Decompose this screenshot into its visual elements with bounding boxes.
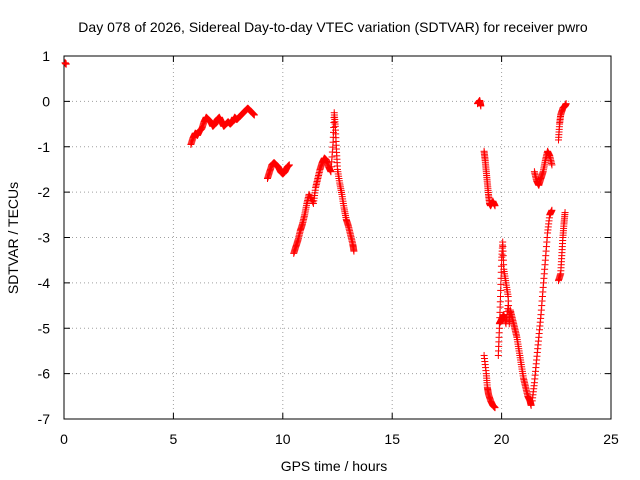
data-point-marker bbox=[477, 102, 485, 110]
data-point-marker bbox=[548, 161, 556, 169]
data-point-marker bbox=[309, 198, 317, 206]
grid-lines bbox=[64, 56, 611, 419]
y-tick-label: 1 bbox=[42, 48, 50, 64]
y-tick-label: -4 bbox=[38, 275, 51, 291]
y-tick-label: 0 bbox=[42, 93, 50, 109]
y-tick-label: -3 bbox=[38, 230, 51, 246]
data-point-marker bbox=[497, 292, 505, 300]
x-tick-label: 5 bbox=[170, 431, 178, 447]
y-axis-label: SDTVAR / TECUs bbox=[5, 182, 21, 294]
y-tick-label: -1 bbox=[38, 139, 51, 155]
data-point-marker bbox=[491, 404, 499, 412]
x-tick-label: 0 bbox=[60, 431, 68, 447]
data-points bbox=[61, 59, 570, 412]
y-tick-label: -2 bbox=[38, 184, 51, 200]
x-tick-label: 20 bbox=[494, 431, 510, 447]
data-point-marker bbox=[307, 193, 315, 201]
y-tick-label: -6 bbox=[38, 366, 51, 382]
data-point-marker bbox=[250, 111, 258, 119]
x-tick-label: 15 bbox=[384, 431, 400, 447]
y-tick-label: -7 bbox=[38, 411, 51, 427]
x-tick-label: 25 bbox=[603, 431, 619, 447]
axis-ticks bbox=[63, 55, 612, 420]
data-point-marker bbox=[504, 302, 512, 310]
data-point-marker bbox=[497, 286, 505, 294]
data-point-marker bbox=[561, 209, 569, 217]
chart-title: Day 078 of 2026, Sidereal Day-to-day VTE… bbox=[78, 19, 588, 35]
data-point-marker bbox=[562, 100, 570, 108]
y-tick-label: -5 bbox=[38, 320, 51, 336]
data-point-marker bbox=[350, 247, 358, 255]
data-point-marker bbox=[497, 280, 505, 288]
data-point-marker bbox=[285, 161, 293, 169]
data-point-marker bbox=[491, 202, 499, 210]
x-axis-label: GPS time / hours bbox=[281, 458, 388, 474]
data-point-marker bbox=[305, 190, 313, 198]
data-point-marker bbox=[548, 206, 556, 214]
data-point-marker bbox=[527, 401, 535, 409]
x-tick-label: 10 bbox=[275, 431, 291, 447]
data-point-marker bbox=[62, 60, 70, 68]
